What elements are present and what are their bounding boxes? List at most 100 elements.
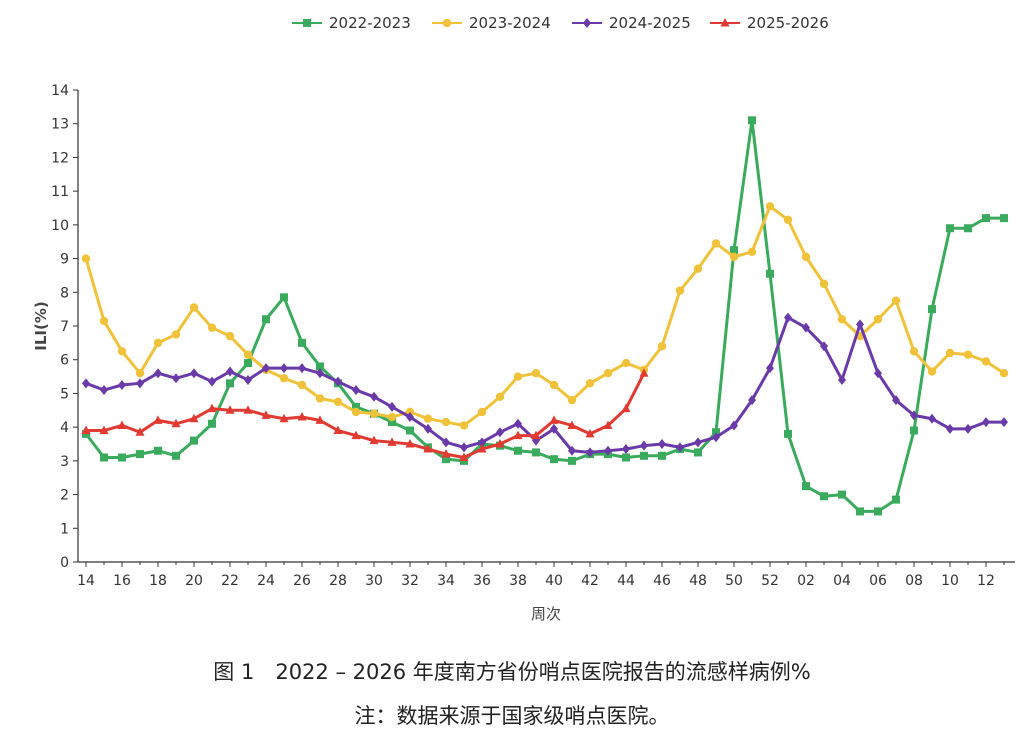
x-tick-label: 46 (653, 573, 671, 589)
series-2023-2024 (81, 202, 1009, 430)
series-2024-2025 (82, 312, 1008, 458)
data-point (189, 303, 199, 312)
data-point (658, 439, 666, 449)
data-point (550, 455, 558, 464)
y-axis-label: ILI(%) (32, 301, 50, 350)
x-tick-label: 22 (221, 573, 239, 589)
x-tick-label: 10 (941, 573, 959, 589)
data-point (874, 507, 882, 516)
data-point (568, 456, 576, 465)
data-point (387, 412, 397, 422)
data-point (838, 490, 846, 499)
y-tick-label: 9 (60, 252, 69, 268)
x-tick-label: 26 (293, 573, 311, 589)
data-point (802, 482, 810, 491)
data-point (459, 421, 469, 430)
data-point (279, 374, 289, 383)
data-point (388, 418, 396, 427)
data-point (496, 427, 504, 438)
data-point (99, 316, 109, 326)
data-point (495, 439, 505, 448)
x-tick-label: 42 (581, 573, 599, 589)
data-point (99, 425, 109, 435)
data-point (873, 315, 883, 324)
data-point (658, 451, 666, 460)
data-point (874, 368, 882, 379)
data-point (766, 269, 774, 278)
y-tick-label: 5 (60, 386, 69, 402)
data-point (153, 415, 163, 424)
y-tick-label: 10 (51, 218, 69, 234)
data-point (315, 415, 325, 424)
data-point (243, 350, 253, 359)
data-point (531, 430, 541, 440)
data-point (316, 362, 324, 371)
data-point (640, 451, 648, 460)
data-point (225, 331, 235, 341)
data-point (262, 315, 270, 324)
data-point (477, 407, 487, 417)
data-point (820, 492, 828, 501)
x-tick-label: 32 (401, 573, 419, 589)
data-point (856, 507, 864, 516)
legend-label: 2022-2023 (329, 14, 411, 32)
data-point (550, 423, 558, 434)
data-point (171, 330, 181, 339)
data-point (693, 264, 703, 273)
data-point (640, 440, 648, 451)
legend-item[interactable]: 2022-2023 (292, 14, 411, 32)
data-point (927, 367, 937, 376)
data-point (747, 247, 757, 257)
y-tick-label: 4 (60, 420, 69, 436)
y-tick-label: 11 (51, 184, 69, 200)
data-point (730, 246, 738, 255)
data-point (81, 425, 91, 435)
data-point (694, 437, 702, 448)
data-point (928, 413, 936, 424)
x-tick-label: 34 (437, 573, 455, 589)
x-tick-label: 36 (473, 573, 491, 589)
data-point (207, 323, 217, 332)
data-point (583, 18, 591, 28)
y-tick-label: 3 (60, 454, 69, 470)
legend-item[interactable]: 2023-2024 (432, 14, 551, 32)
series-line (84, 204, 1005, 427)
data-point (136, 450, 144, 459)
y-tick-label: 8 (60, 285, 69, 301)
data-point (369, 409, 379, 418)
x-tick-label: 50 (725, 573, 743, 589)
data-point (81, 254, 91, 263)
x-tick-label: 40 (545, 573, 563, 589)
legend-item[interactable]: 2024-2025 (572, 14, 691, 32)
data-point (514, 446, 522, 455)
data-point (172, 373, 180, 384)
data-point (694, 448, 702, 457)
x-tick-label: 52 (761, 573, 779, 589)
legend-item[interactable]: 2025-2026 (710, 14, 829, 32)
x-tick-label: 08 (905, 573, 923, 589)
data-point (621, 358, 631, 368)
data-point (711, 239, 721, 248)
data-point (423, 444, 433, 453)
data-point (531, 369, 541, 378)
data-point (892, 495, 900, 504)
data-point (351, 407, 361, 417)
data-point (460, 442, 468, 453)
data-point (982, 214, 990, 223)
data-point (964, 224, 972, 233)
data-point (784, 429, 792, 438)
legend-label: 2023-2024 (469, 14, 551, 32)
data-point (117, 347, 127, 356)
legend-label: 2024-2025 (609, 14, 691, 32)
figure-note: 注：数据来源于国家级哨点医院。 (354, 704, 670, 728)
x-tick-label: 24 (257, 573, 275, 589)
data-point (982, 417, 990, 428)
x-axis-label: 周次 (531, 605, 561, 623)
x-tick-label: 44 (617, 573, 635, 589)
data-point (136, 378, 144, 389)
data-point (891, 296, 901, 305)
data-point (189, 413, 199, 423)
x-tick-label: 18 (149, 573, 167, 589)
data-point (262, 363, 270, 374)
